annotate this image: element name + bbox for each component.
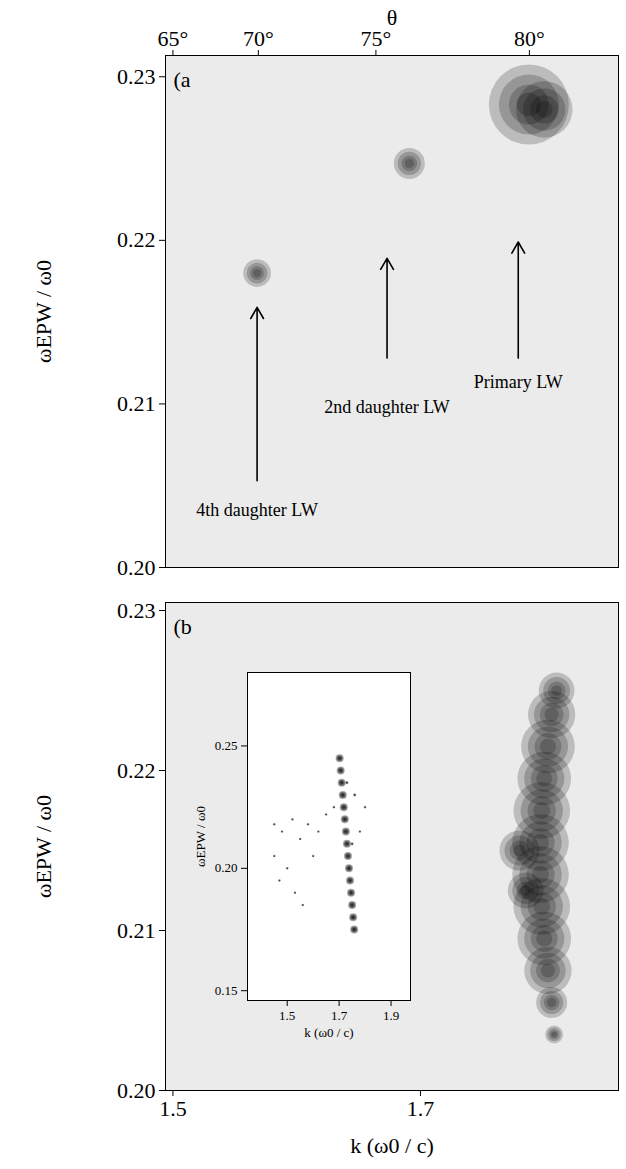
svg-text:0.22: 0.22 — [117, 758, 156, 783]
svg-text:k (ω0 / c): k (ω0 / c) — [304, 1025, 353, 1040]
svg-text:80°: 80° — [514, 26, 545, 51]
svg-text:4th daughter LW: 4th daughter LW — [196, 500, 318, 520]
svg-text:65°: 65° — [158, 26, 189, 51]
svg-text:0.23: 0.23 — [117, 64, 156, 89]
svg-text:0.21: 0.21 — [117, 918, 156, 943]
svg-text:1.5: 1.5 — [279, 1008, 295, 1023]
svg-text:θ: θ — [387, 5, 398, 30]
svg-text:2nd daughter LW: 2nd daughter LW — [324, 397, 450, 417]
svg-text:0.22: 0.22 — [117, 227, 156, 252]
svg-text:(b: (b — [174, 614, 192, 639]
svg-text:k (ω0 / c): k (ω0 / c) — [350, 1133, 434, 1158]
svg-text:1.7: 1.7 — [331, 1008, 348, 1023]
svg-text:ωEPW / ω0: ωEPW / ω0 — [31, 795, 56, 898]
svg-text:ωEPW / ω0: ωEPW / ω0 — [193, 806, 208, 867]
svg-text:0.20: 0.20 — [117, 1078, 156, 1103]
svg-text:0.20: 0.20 — [117, 555, 156, 580]
svg-text:(a: (a — [174, 67, 191, 92]
svg-text:0.15: 0.15 — [215, 983, 238, 998]
svg-text:0.23: 0.23 — [117, 598, 156, 623]
svg-text:0.25: 0.25 — [215, 738, 238, 753]
svg-text:0.20: 0.20 — [215, 860, 238, 875]
svg-text:ωEPW / ω0: ωEPW / ω0 — [31, 260, 56, 363]
svg-text:70°: 70° — [243, 26, 274, 51]
svg-text:1.7: 1.7 — [407, 1096, 435, 1121]
svg-text:0.21: 0.21 — [117, 391, 156, 416]
svg-text:75°: 75° — [360, 25, 392, 51]
svg-text:Primary LW: Primary LW — [474, 372, 563, 392]
svg-text:1.5: 1.5 — [159, 1096, 187, 1121]
svg-text:1.9: 1.9 — [383, 1008, 399, 1023]
